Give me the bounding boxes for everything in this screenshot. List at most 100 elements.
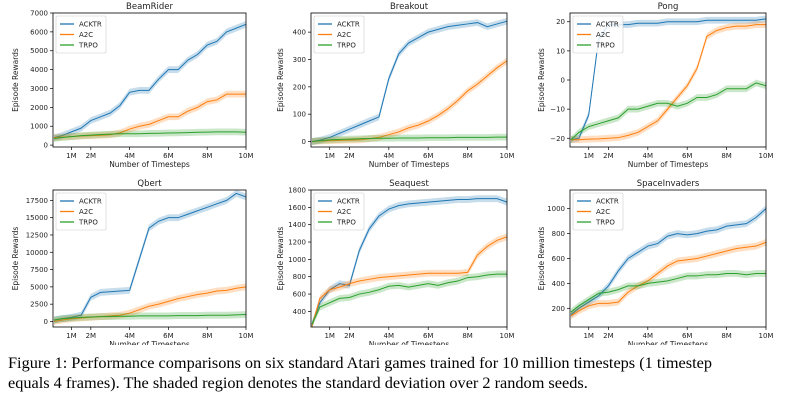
chart-seaquest: Seaquest 1M 2M 4M 6M 8M 10M 400 600 800 1000 1200 14… [276, 179, 514, 345]
y-tick-label: 1000 [288, 256, 306, 264]
y-tick-label: 0 [302, 138, 306, 146]
y-axis-label: Episode Rewards [11, 227, 20, 291]
std-band-trpo [53, 311, 246, 324]
series-line-a2c [570, 241, 767, 317]
series-line-a2c [311, 236, 508, 327]
legend-label: TRPO [78, 42, 98, 50]
y-tick-label: −20 [550, 135, 565, 143]
y-tick-label: 5000 [30, 47, 48, 55]
std-band-a2c [53, 90, 246, 141]
legend-box [55, 15, 107, 54]
y-tick-label: 800 [293, 273, 306, 281]
legend: ACKTR A2C TRPO [313, 15, 365, 54]
x-tick-label: 6M [423, 332, 434, 340]
y-tick-label: 1600 [288, 204, 306, 212]
y-tick-label: 600 [552, 255, 565, 263]
x-tick-label: 1M [66, 152, 77, 160]
y-tick-label: 1000 [30, 123, 48, 131]
chart-pong: Pong 1M 2M 4M 6M 8M 10M −20 −10 0 10 20 Number of Ti… [537, 2, 773, 169]
x-tick-label: 4M [643, 152, 654, 160]
std-band-a2c [53, 283, 246, 325]
y-tick-label: 200 [293, 83, 306, 91]
series-line-trpo [53, 131, 247, 140]
series-line-acktr [53, 192, 247, 321]
x-tick-label: 1M [583, 152, 594, 160]
chart-title: Seaquest [389, 179, 429, 189]
x-tick-label: 6M [423, 152, 434, 160]
y-tick-label: 1200 [288, 239, 306, 247]
legend: ACKTR A2C TRPO [572, 192, 624, 231]
x-tick-label: 10M [500, 332, 515, 340]
y-tick-label: 1800 [288, 187, 306, 195]
y-tick-label: 20 [556, 18, 565, 26]
legend: ACKTR A2C TRPO [572, 15, 624, 54]
x-tick-label: 8M [202, 332, 213, 340]
x-tick-label: 1M [324, 152, 335, 160]
x-tick-label: 8M [721, 332, 732, 340]
series-line-a2c [53, 286, 247, 322]
legend-label: A2C [337, 208, 351, 216]
y-axis-label: Episode Rewards [537, 227, 546, 291]
y-axis-label: Episode Rewards [276, 227, 285, 291]
y-tick-label: 0 [561, 77, 565, 85]
plot-frame [52, 12, 247, 148]
chart-qbert: Qbert 1M 2M 4M 6M 8M 10M 0 2500 5000 7500 10000 1250… [11, 179, 253, 345]
legend-box [55, 192, 107, 231]
x-axis-label: Number of Timesteps [628, 340, 709, 345]
x-tick-label: 10M [759, 152, 774, 160]
x-tick-label: 8M [462, 152, 473, 160]
x-tick-label: 4M [124, 152, 135, 160]
x-tick-label: 6M [682, 152, 693, 160]
legend-label: A2C [79, 208, 93, 216]
series-line-acktr [311, 198, 508, 325]
y-tick-label: 100 [293, 111, 306, 119]
caption-line-1: Figure 1: Performance comparisons on six… [8, 353, 713, 372]
y-tick-label: 17500 [26, 197, 48, 205]
std-band-trpo [570, 79, 766, 144]
series-line-acktr [311, 20, 508, 143]
x-tick-label: 6M [163, 152, 174, 160]
x-tick-label: 8M [202, 152, 213, 160]
x-tick-label: 4M [124, 332, 135, 340]
legend-box [572, 15, 624, 54]
legend-box [313, 192, 365, 231]
x-tick-label: 2M [86, 152, 97, 160]
series-line-trpo [311, 136, 507, 143]
x-axis-label: Number of Timesteps [369, 340, 450, 345]
y-tick-label: 3000 [30, 85, 48, 93]
legend: ACKTR A2C TRPO [55, 192, 107, 231]
y-tick-label: 7000 [30, 10, 48, 18]
legend-label: ACKTR [79, 198, 102, 206]
x-tick-label: 1M [583, 332, 594, 340]
x-tick-label: 2M [86, 332, 97, 340]
series-line-a2c [311, 60, 508, 143]
y-tick-label: 2000 [30, 104, 48, 112]
x-tick-label: 4M [384, 152, 395, 160]
x-tick-label: 10M [239, 332, 254, 340]
chart-title: Qbert [137, 179, 162, 189]
y-axis-label: Episode Rewards [537, 48, 546, 112]
x-tick-label: 6M [163, 332, 174, 340]
std-band-acktr [53, 20, 246, 141]
y-tick-label: 600 [293, 291, 306, 299]
x-tick-label: 10M [500, 152, 515, 160]
plot-frame [310, 12, 508, 148]
y-tick-label: 10000 [26, 249, 48, 257]
legend-label: ACKTR [337, 198, 360, 206]
x-axis-label: Number of Timesteps [109, 340, 190, 345]
y-tick-label: 300 [293, 56, 306, 64]
chart-beamrider: BeamRider 1M 2M 4M 6M 8M 10M 0 1000 2000 3000 4000 5… [11, 2, 253, 169]
y-tick-label: 1400 [288, 221, 306, 229]
y-tick-label: 15000 [26, 214, 48, 222]
y-tick-label: −10 [550, 106, 565, 114]
x-tick-label: 10M [239, 152, 254, 160]
y-tick-label: 10 [556, 47, 565, 55]
y-tick-label: 2500 [30, 301, 48, 309]
legend-label: A2C [596, 31, 610, 39]
y-tick-label: 200 [552, 305, 565, 313]
x-tick-label: 2M [344, 152, 355, 160]
y-axis-label: Episode Rewards [276, 48, 285, 112]
y-tick-label: 0 [44, 318, 48, 326]
y-axis-label: Episode Rewards [11, 48, 20, 112]
legend-label: A2C [596, 208, 610, 216]
